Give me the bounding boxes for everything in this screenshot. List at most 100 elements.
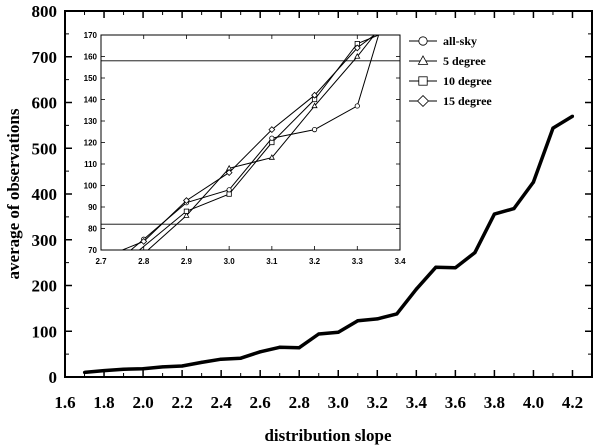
inset-y-tick-label: 70 — [88, 246, 97, 255]
inset-x-tick-label: 2.9 — [181, 257, 193, 266]
inset-data-point — [269, 135, 275, 141]
inset-y-tick-label: 130 — [84, 117, 98, 126]
y-tick-label: 200 — [32, 277, 58, 296]
y-tick-label: 0 — [49, 368, 58, 387]
main-data-point — [434, 265, 438, 269]
x-tick-label: 1.6 — [54, 393, 75, 412]
inset-series-diamond — [122, 35, 375, 250]
inset-data-point — [354, 53, 361, 59]
y-tick-label: 400 — [32, 185, 58, 204]
x-tick-label: 4.2 — [562, 393, 583, 412]
x-tick-label: 2.0 — [132, 393, 153, 412]
main-data-point — [512, 207, 516, 211]
inset-series-triangle — [147, 35, 375, 250]
legend-item: all-sky — [409, 34, 477, 48]
inset-x-tick-label: 3.1 — [266, 257, 278, 266]
main-ticks — [64, 10, 592, 378]
inset-data-point — [226, 187, 232, 193]
main-data-point — [160, 365, 165, 369]
main-data-point — [102, 368, 106, 373]
legend-marker — [418, 36, 428, 46]
y-axis-title: average of observations — [4, 108, 23, 279]
x-axis-title: distribution slope — [264, 426, 392, 445]
inset-y-tick-labels: 70 80 90 100 110 120 130 140 150 160 170 — [84, 31, 98, 255]
inset-chart: 2.7 2.8 2.9 3.0 3.1 3.2 3.3 3.4 70 80 90 100 110 120… — [84, 31, 406, 266]
main-data-point — [278, 345, 282, 349]
inset-data-point — [311, 127, 318, 133]
legend-label: all-sky — [443, 34, 477, 48]
main-series-line — [84, 114, 574, 375]
x-tick-label: 2.2 — [171, 393, 192, 412]
inset-data-point — [183, 208, 190, 214]
main-data-point — [473, 250, 477, 255]
main-data-point — [395, 312, 399, 316]
main-plot-frame — [64, 10, 593, 378]
main-data-point — [180, 364, 184, 368]
inset-data-point — [311, 102, 318, 109]
main-data-point — [453, 266, 457, 270]
main-x-tick-labels: 1.6 1.8 2.0 2.2 2.4 2.6 2.8 3.0 3.2 3.4 3.6 3.8 4.0 4… — [54, 393, 583, 412]
x-tick-label: 2.6 — [250, 393, 271, 412]
inset-reference-lines — [101, 60, 400, 225]
inset-y-tick-label: 170 — [84, 31, 98, 40]
main-data-point — [492, 212, 497, 216]
inset-data-point — [226, 191, 232, 197]
inset-data-point — [183, 197, 190, 204]
inset-y-tick-label: 110 — [84, 160, 97, 169]
legend-item: 10 degree — [409, 74, 492, 88]
inset-data-point — [269, 139, 275, 146]
y-tick-label: 700 — [32, 48, 58, 67]
legend-marker — [417, 55, 429, 65]
x-tick-label: 3.6 — [445, 393, 466, 412]
inset-data-point — [140, 237, 148, 245]
inset-y-tick-label: 140 — [84, 96, 98, 105]
legend-label: 10 degree — [443, 74, 492, 88]
inset-x-tick-label: 3.0 — [224, 257, 236, 266]
legend-marker — [416, 94, 430, 108]
x-tick-label: 2.4 — [211, 393, 233, 412]
legend-item: 5 degree — [409, 54, 486, 68]
x-tick-label: 3.2 — [367, 393, 388, 412]
inset-x-tick-labels: 2.7 2.8 2.9 3.0 3.1 3.2 3.3 3.4 — [95, 257, 406, 266]
x-tick-label: 4.0 — [523, 393, 544, 412]
legend-item: 15 degree — [409, 94, 492, 108]
legend: all-sky 5 degree 10 degree 15 degree — [409, 34, 492, 108]
main-chart: 1.6 1.8 2.0 2.2 2.4 2.6 2.8 3.0 3.2 3.4 3.6 3.8 4.0 4… — [4, 2, 593, 445]
main-y-tick-labels: 0 100 200 300 400 500 600 700 800 — [32, 2, 58, 387]
inset-x-tick-label: 3.3 — [352, 257, 364, 266]
inset-data-point — [268, 154, 275, 160]
inset-data-point — [353, 44, 361, 52]
main-data-point — [239, 356, 243, 360]
inset-x-tick-label: 2.8 — [138, 257, 150, 266]
main-data-point — [375, 317, 379, 321]
y-tick-label: 800 — [32, 2, 58, 21]
x-tick-label: 3.4 — [406, 393, 428, 412]
main-data-point — [570, 114, 575, 118]
main-data-point — [219, 357, 223, 361]
y-tick-label: 100 — [32, 322, 58, 341]
y-tick-label: 600 — [32, 94, 58, 113]
inset-series-line — [130, 35, 380, 250]
main-data-point — [531, 180, 536, 184]
inset-y-tick-label: 100 — [84, 182, 98, 191]
y-tick-label: 500 — [32, 139, 58, 158]
main-data-point — [121, 367, 126, 371]
inset-x-tick-label: 2.7 — [95, 257, 107, 266]
main-data-point — [551, 126, 555, 130]
main-data-point — [82, 370, 87, 375]
main-series — [82, 114, 575, 375]
inset-x-tick-label: 3.2 — [309, 257, 321, 266]
inset-y-tick-label: 160 — [84, 53, 98, 62]
main-data-point — [297, 346, 301, 350]
inset-data-point — [311, 91, 318, 99]
x-tick-label: 3.0 — [328, 393, 349, 412]
inset-background — [101, 35, 400, 250]
main-data-point — [336, 330, 340, 334]
inset-series — [122, 35, 380, 250]
main-data-point — [356, 319, 360, 323]
legend-marker — [418, 76, 428, 86]
x-tick-label: 3.8 — [484, 393, 505, 412]
inset-series-line — [122, 35, 375, 250]
legend-label: 5 degree — [443, 54, 486, 68]
inset-y-tick-label: 90 — [88, 203, 97, 212]
